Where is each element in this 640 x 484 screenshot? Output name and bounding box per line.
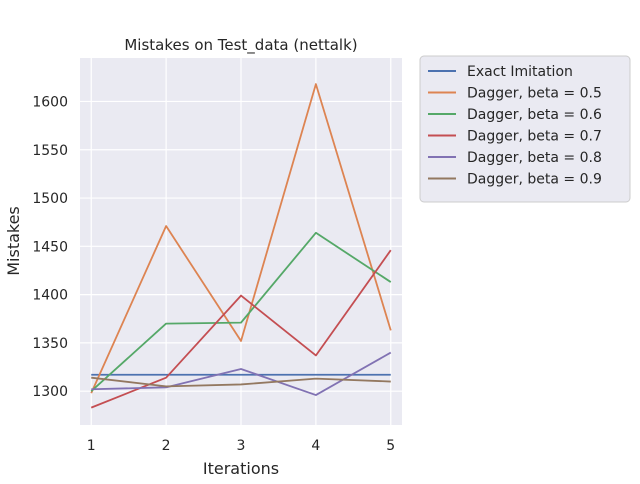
legend-label: Dagger, beta = 0.7 [467, 129, 602, 145]
y-tick-label: 1550 [32, 143, 68, 159]
y-tick-label: 1400 [32, 288, 68, 304]
y-tick-label: 1500 [32, 191, 68, 207]
y-tick-labels: 1300 1350 1400 1450 1500 1550 1600 [32, 94, 68, 400]
series-line-6 [91, 376, 391, 388]
y-tick-label: 1450 [32, 239, 68, 255]
legend-label: Dagger, beta = 0.9 [467, 172, 602, 188]
x-tick-labels: 1 2 3 4 5 [87, 438, 395, 454]
legend-label: Dagger, beta = 0.6 [467, 107, 602, 123]
legend: Exact Imitation Dagger, beta = 0.5 Dagger,… [419, 55, 631, 203]
x-tick-label: 1 [87, 438, 96, 454]
x-tick-label: 3 [237, 438, 246, 454]
series-line-3 [90, 231, 392, 392]
series-line-2 [90, 83, 392, 394]
series-line-5 [91, 351, 392, 396]
chart-title: Mistakes on Test_data (nettalk) [124, 36, 357, 55]
y-axis-label: Mistakes [4, 206, 23, 276]
legend-label: Dagger, beta = 0.5 [467, 86, 602, 102]
x-tick-label: 4 [311, 438, 320, 454]
series-lines [90, 83, 392, 409]
y-tick-label: 1300 [32, 384, 68, 400]
legend-box [419, 55, 631, 203]
legend-label: Dagger, beta = 0.8 [467, 150, 602, 166]
legend-label: Exact Imitation [467, 64, 573, 80]
x-tick-label: 2 [162, 438, 171, 454]
y-tick-label: 1350 [32, 336, 68, 352]
x-axis-label: Iterations [203, 459, 279, 478]
y-tick-label: 1600 [32, 94, 68, 110]
grid-lines [80, 58, 402, 425]
x-tick-label: 5 [386, 438, 395, 454]
